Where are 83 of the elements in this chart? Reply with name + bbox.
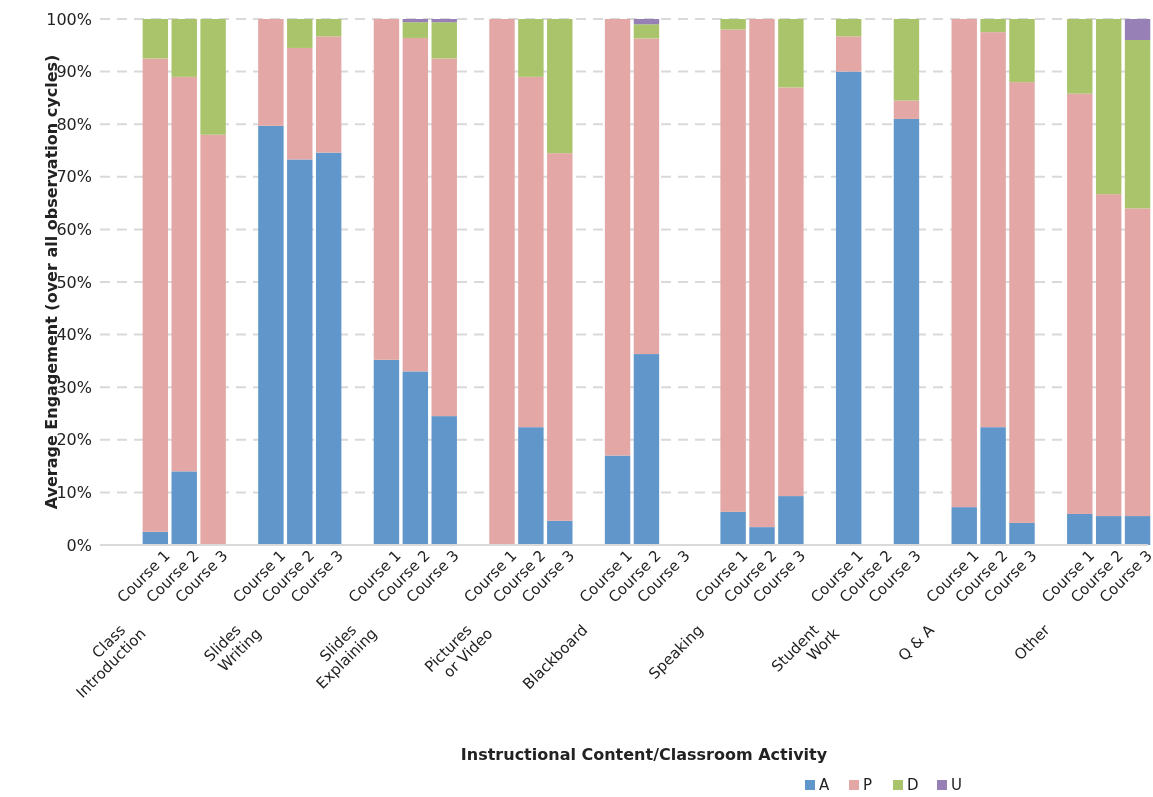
bar xyxy=(951,507,977,545)
bar xyxy=(315,19,342,37)
bar xyxy=(518,76,544,428)
bar xyxy=(1067,513,1093,545)
bar xyxy=(373,359,400,545)
y-tick-label: 70% xyxy=(56,167,92,187)
bar xyxy=(633,38,660,355)
legend-label: A xyxy=(819,776,830,794)
bar xyxy=(431,416,457,545)
bar xyxy=(749,527,775,545)
bar xyxy=(1124,208,1151,517)
bar xyxy=(258,19,284,126)
y-tick-label: 10% xyxy=(56,483,92,503)
bar xyxy=(604,19,631,456)
bar xyxy=(893,118,920,545)
bar xyxy=(171,76,197,472)
text: Q & A xyxy=(894,620,939,665)
bar xyxy=(980,19,1006,33)
bar xyxy=(402,22,429,38)
bar xyxy=(315,36,342,153)
bar xyxy=(633,24,660,39)
bar xyxy=(1009,522,1035,545)
bar xyxy=(980,32,1006,428)
bar xyxy=(431,58,457,417)
bar xyxy=(402,371,429,545)
bar xyxy=(835,19,862,37)
text: Instructional Content/Classroom Activity xyxy=(460,745,828,764)
bar xyxy=(1124,19,1151,41)
bar xyxy=(778,19,804,88)
bar xyxy=(287,19,313,48)
bar xyxy=(547,520,573,545)
bar xyxy=(142,531,169,545)
bar xyxy=(1067,19,1093,94)
bar xyxy=(1095,516,1122,545)
bar xyxy=(1124,40,1151,209)
bar xyxy=(431,19,457,23)
y-tick-label: 100% xyxy=(46,9,92,29)
y-tick-label: 80% xyxy=(56,114,92,134)
bar xyxy=(373,19,400,360)
legend-label: U xyxy=(951,776,962,794)
y-tick-label: 60% xyxy=(56,220,92,240)
bar xyxy=(633,19,660,25)
bar xyxy=(951,19,977,508)
bar xyxy=(1067,93,1093,514)
bar xyxy=(720,511,746,545)
bar xyxy=(778,87,804,497)
bar xyxy=(171,19,197,77)
bar xyxy=(489,19,515,545)
bar xyxy=(402,19,429,23)
bar xyxy=(142,19,169,59)
bar xyxy=(287,159,313,545)
bar xyxy=(287,47,313,160)
bar xyxy=(171,471,197,545)
bar xyxy=(547,19,573,154)
bar xyxy=(893,19,920,101)
bar xyxy=(720,29,746,512)
bar xyxy=(980,427,1006,545)
bar xyxy=(431,22,457,59)
bar xyxy=(633,354,660,545)
bar xyxy=(518,427,544,545)
bar xyxy=(142,58,169,532)
bar xyxy=(1095,194,1122,517)
bar xyxy=(315,152,342,545)
bar xyxy=(402,37,429,372)
bar xyxy=(200,134,226,545)
legend-label: P xyxy=(863,776,873,794)
bar xyxy=(835,71,862,545)
bar xyxy=(547,153,573,521)
bar xyxy=(604,455,631,545)
bar xyxy=(749,19,775,528)
bar xyxy=(200,19,226,135)
legend-label: D xyxy=(907,776,919,794)
bar xyxy=(778,496,804,545)
bar xyxy=(518,19,544,77)
y-tick-label: 0% xyxy=(66,535,92,555)
bar xyxy=(893,100,920,119)
bar xyxy=(258,125,284,545)
bar xyxy=(1009,19,1035,83)
bar xyxy=(1124,516,1151,545)
bar xyxy=(1009,82,1035,523)
bar xyxy=(835,36,862,72)
bar xyxy=(720,19,746,30)
bar xyxy=(1095,19,1122,195)
